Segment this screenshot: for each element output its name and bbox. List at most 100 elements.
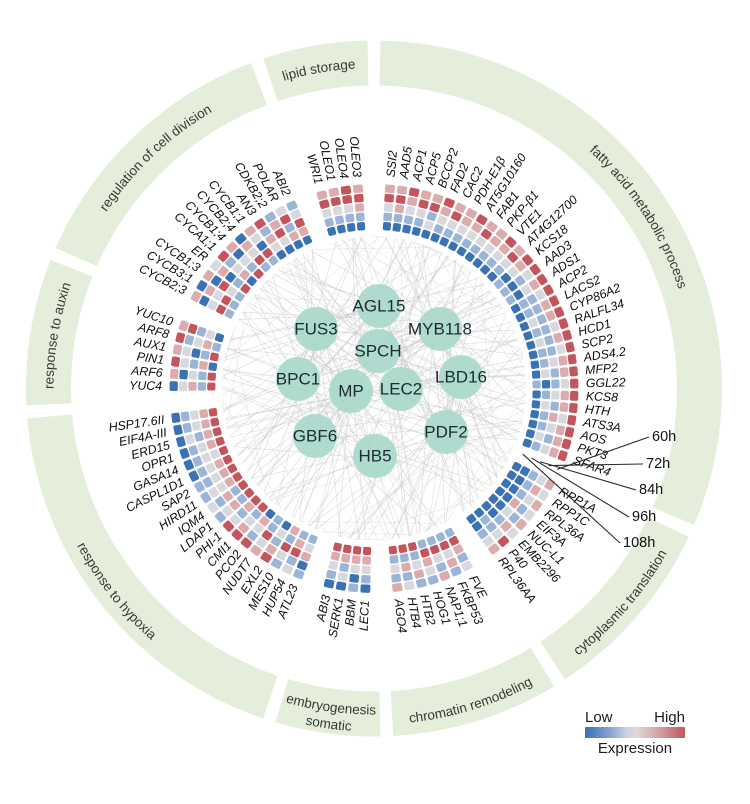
group-arc-label: somatic bbox=[305, 713, 353, 734]
heatmap-cell bbox=[411, 226, 421, 236]
network-node bbox=[418, 307, 462, 351]
heatmap-cell bbox=[450, 566, 462, 577]
heatmap-cell bbox=[481, 501, 492, 511]
time-ring-label: 60h bbox=[652, 429, 676, 445]
legend-gradient-bar bbox=[585, 727, 685, 738]
heatmap-cell bbox=[543, 284, 554, 296]
heatmap-cell bbox=[453, 544, 464, 555]
heatmap-cell bbox=[401, 562, 411, 572]
heatmap-cell bbox=[211, 275, 222, 287]
network-node bbox=[329, 369, 373, 413]
heatmap-cell bbox=[528, 350, 538, 360]
heatmap-cell bbox=[550, 401, 559, 411]
heatmap-cell bbox=[505, 295, 516, 305]
heatmap-cell bbox=[388, 545, 398, 555]
group-arc bbox=[275, 679, 381, 737]
heatmap-cell bbox=[535, 338, 545, 348]
heatmap-cell bbox=[501, 478, 512, 489]
heatmap-cell bbox=[446, 557, 458, 568]
heatmap-cell bbox=[447, 219, 458, 230]
heatmap-cell bbox=[179, 369, 188, 380]
heatmap-cell bbox=[544, 335, 554, 346]
heatmap-cell bbox=[498, 243, 510, 255]
heatmap-cell bbox=[557, 450, 568, 462]
heatmap-cell bbox=[176, 436, 186, 448]
heatmap-cell bbox=[207, 382, 216, 391]
heatmap-cell bbox=[316, 190, 328, 200]
heatmap-cell bbox=[203, 429, 213, 439]
heatmap-cell bbox=[229, 514, 241, 526]
network-node-label: HB5 bbox=[358, 447, 391, 466]
gene-labels: SSI2AAD5ACP1ACP5BCCP2FAD2CAC2PDH-E1βAT5G… bbox=[108, 136, 627, 639]
heatmap-cell bbox=[191, 348, 201, 359]
heatmap-cell bbox=[474, 507, 485, 518]
heatmap-cell bbox=[552, 436, 563, 447]
heatmap-cell bbox=[551, 379, 560, 389]
heatmap-cell bbox=[284, 222, 295, 233]
heatmap-cell bbox=[567, 354, 577, 365]
time-ring-label: 108h bbox=[623, 535, 655, 551]
heatmap-cell bbox=[476, 214, 488, 226]
gene-label: AUX1 bbox=[132, 334, 167, 354]
heatmap-cell bbox=[173, 424, 183, 436]
heatmap-cell bbox=[550, 368, 560, 378]
heatmap-cell bbox=[561, 438, 572, 450]
heatmap-cell bbox=[393, 213, 403, 223]
heatmap-cell bbox=[531, 370, 541, 379]
heatmap-cell bbox=[275, 205, 287, 217]
heatmap-cell bbox=[500, 272, 512, 284]
heatmap-cell bbox=[444, 527, 455, 538]
heatmap-cell bbox=[382, 222, 392, 231]
heatmap-cell bbox=[230, 485, 241, 496]
heatmap-cell bbox=[516, 489, 527, 500]
heatmap-cell bbox=[326, 569, 337, 580]
heatmap-cell bbox=[509, 497, 520, 509]
heatmap-cell bbox=[384, 184, 395, 194]
heatmap-cell bbox=[539, 411, 549, 421]
heatmap-cell bbox=[530, 360, 540, 370]
legend-low-label: Low bbox=[585, 709, 613, 726]
heatmap-cell bbox=[430, 232, 440, 243]
heatmap-cell bbox=[508, 512, 520, 524]
heatmap-cell bbox=[341, 553, 351, 563]
heatmap-cell bbox=[404, 581, 415, 591]
heatmap-cell bbox=[518, 298, 529, 309]
heatmap-cell bbox=[269, 219, 281, 231]
heatmap-cell bbox=[340, 185, 352, 195]
heatmap-cell bbox=[210, 472, 222, 483]
heatmap-cell bbox=[565, 341, 575, 353]
heatmap-cell bbox=[532, 327, 542, 338]
heatmap-cell bbox=[212, 290, 224, 301]
heatmap-cell bbox=[551, 390, 560, 400]
heatmap-cell bbox=[534, 431, 545, 441]
heatmap-cell bbox=[226, 241, 238, 253]
group-arc bbox=[379, 40, 722, 525]
heatmap-cell bbox=[405, 206, 416, 216]
heatmap-cell bbox=[259, 516, 270, 527]
heatmap-cell bbox=[224, 476, 235, 488]
heatmap-cell bbox=[389, 555, 399, 564]
heatmap-cell bbox=[274, 228, 286, 239]
heatmap-cell bbox=[182, 422, 192, 433]
heatmap-cell bbox=[217, 250, 230, 262]
network-node-label: FUS3 bbox=[294, 320, 337, 339]
heatmap-cell bbox=[532, 380, 541, 389]
heatmap-cell bbox=[342, 195, 353, 204]
network-node bbox=[294, 307, 338, 351]
heatmap-cell bbox=[321, 208, 332, 218]
heatmap-cell bbox=[294, 538, 305, 549]
heatmap-cell bbox=[399, 553, 409, 563]
heatmap-cell bbox=[246, 276, 257, 287]
heatmap-cell bbox=[429, 544, 440, 555]
heatmap-cell bbox=[522, 480, 533, 491]
heatmap-cell bbox=[286, 200, 298, 211]
heatmap-cell bbox=[210, 417, 220, 427]
heatmap-cell bbox=[492, 250, 504, 262]
heatmap-cell bbox=[214, 511, 226, 523]
network-node bbox=[424, 410, 468, 454]
heatmap-cell bbox=[409, 551, 420, 561]
heatmap-cell bbox=[443, 228, 454, 239]
heatmap-cell bbox=[198, 371, 207, 381]
heatmap-cell bbox=[500, 258, 512, 270]
